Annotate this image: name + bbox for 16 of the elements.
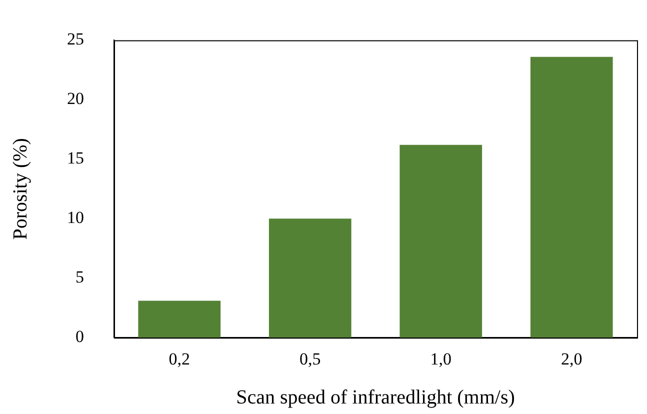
y-tick-label: 10 xyxy=(67,208,84,228)
x-axis-title: Scan speed of infraredlight (mm/s) xyxy=(236,386,515,408)
bar xyxy=(530,56,613,338)
y-tick-label: 5 xyxy=(76,268,84,287)
bar xyxy=(268,218,352,338)
x-tick-label: 2,0 xyxy=(561,349,582,368)
x-tick-label: 0,2 xyxy=(168,349,190,368)
y-tick-label: 0 xyxy=(76,327,84,346)
y-tick-label: 25 xyxy=(67,30,84,49)
y-tick-label: 15 xyxy=(67,148,84,168)
y-axis-title: Porosity (%) xyxy=(9,138,32,240)
x-tick-label: 0,5 xyxy=(300,349,321,368)
bar xyxy=(138,300,221,338)
bar xyxy=(400,144,482,338)
x-tick-label: 1,0 xyxy=(430,349,452,368)
y-tick-label: 20 xyxy=(67,89,84,108)
